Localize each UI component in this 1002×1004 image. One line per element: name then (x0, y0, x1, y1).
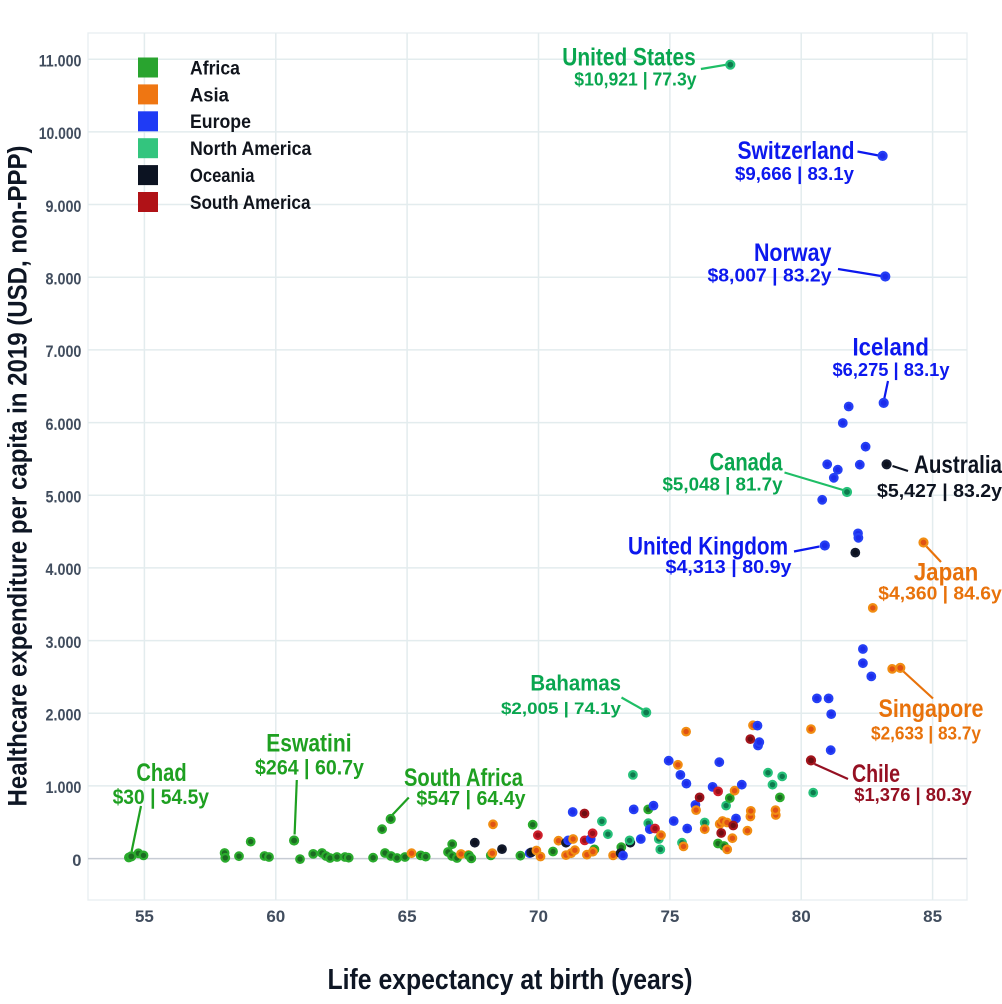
svg-text:11.000: 11.000 (39, 53, 82, 71)
svg-text:$2,633 | 83.7y: $2,633 | 83.7y (871, 724, 981, 744)
svg-text:2.000: 2.000 (46, 707, 82, 725)
svg-text:South Africa: South Africa (404, 764, 524, 792)
svg-text:Australia: Australia (914, 451, 1002, 479)
svg-text:4.000: 4.000 (46, 561, 82, 579)
svg-text:$264 | 60.7y: $264 | 60.7y (255, 757, 364, 780)
svg-text:$10,921 | 77.3y: $10,921 | 77.3y (574, 70, 696, 90)
svg-text:$9,666 | 83.1y: $9,666 | 83.1y (735, 164, 854, 184)
svg-text:United Kingdom: United Kingdom (628, 533, 788, 561)
svg-text:Iceland: Iceland (852, 333, 929, 361)
svg-text:Europe: Europe (190, 112, 251, 133)
svg-text:75: 75 (660, 907, 679, 926)
svg-text:$30 | 54.5y: $30 | 54.5y (113, 786, 210, 809)
svg-text:1.000: 1.000 (46, 779, 82, 797)
svg-text:$4,360 | 84.6y: $4,360 | 84.6y (878, 584, 1002, 604)
svg-text:55: 55 (135, 907, 154, 926)
svg-text:South America: South America (190, 193, 311, 214)
svg-text:$5,427 | 83.2y: $5,427 | 83.2y (877, 481, 1002, 501)
svg-text:10.000: 10.000 (39, 125, 82, 143)
svg-text:$547 | 64.4y: $547 | 64.4y (416, 787, 526, 810)
svg-text:5.000: 5.000 (46, 489, 82, 507)
svg-text:Norway: Norway (754, 239, 832, 267)
svg-text:United States: United States (562, 44, 695, 72)
svg-text:Eswatini: Eswatini (266, 730, 351, 758)
svg-text:80: 80 (792, 907, 811, 926)
svg-text:$6,275 | 83.1y: $6,275 | 83.1y (833, 360, 950, 380)
svg-text:0: 0 (72, 852, 81, 870)
svg-text:3.000: 3.000 (46, 634, 82, 652)
svg-text:7.000: 7.000 (46, 343, 82, 361)
svg-text:Africa: Africa (190, 58, 240, 79)
svg-text:Canada: Canada (710, 449, 784, 477)
svg-text:Life expectancy at birth (year: Life expectancy at birth (years) (328, 964, 693, 996)
svg-text:Singapore: Singapore (879, 695, 984, 723)
svg-text:85: 85 (923, 907, 942, 926)
svg-text:70: 70 (529, 907, 548, 926)
svg-text:60: 60 (266, 907, 285, 926)
svg-text:$1,376 | 80.3y: $1,376 | 80.3y (854, 785, 972, 805)
svg-text:$5,048 | 81.7y: $5,048 | 81.7y (663, 475, 783, 495)
svg-text:Chile: Chile (852, 760, 900, 788)
svg-text:8.000: 8.000 (46, 271, 82, 289)
svg-text:$4,313 | 80.9y: $4,313 | 80.9y (666, 557, 792, 577)
svg-text:Oceania: Oceania (190, 166, 255, 187)
svg-text:Chad: Chad (136, 759, 186, 787)
svg-text:$2,005 | 74.1y: $2,005 | 74.1y (501, 699, 622, 718)
svg-text:$8,007 | 83.2y: $8,007 | 83.2y (708, 266, 832, 286)
svg-text:Healthcare expenditure per cap: Healthcare expenditure per capita in 201… (2, 146, 32, 807)
svg-text:6.000: 6.000 (46, 416, 82, 434)
svg-text:Switzerland: Switzerland (738, 137, 855, 165)
svg-text:9.000: 9.000 (46, 198, 82, 216)
svg-text:Japan: Japan (914, 559, 979, 587)
svg-text:Asia: Asia (190, 85, 229, 106)
svg-text:Bahamas: Bahamas (530, 671, 621, 696)
svg-text:North America: North America (190, 139, 312, 160)
svg-text:65: 65 (398, 907, 417, 926)
